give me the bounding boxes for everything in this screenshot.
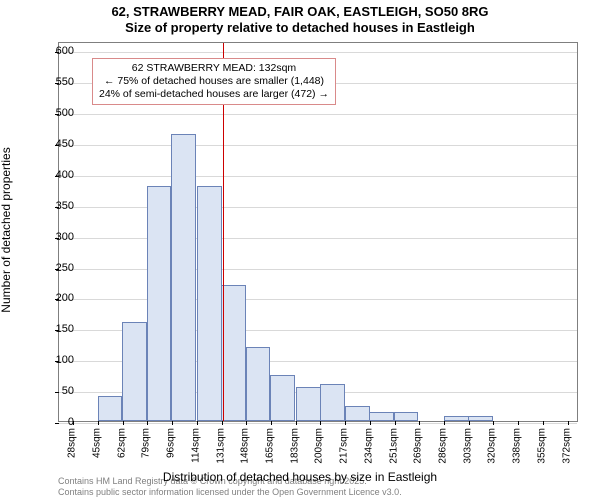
chart-container: 62, STRAWBERRY MEAD, FAIR OAK, EASTLEIGH… [0,0,600,500]
x-tick-label: 320sqm [487,428,498,464]
histogram-bar [270,375,295,421]
gridline [59,207,577,208]
y-tick-label: 150 [44,323,74,335]
x-tick [271,421,272,425]
histogram-bar [296,387,321,421]
y-tick-label: 250 [44,262,74,274]
x-tick-label: 183sqm [289,428,300,464]
histogram-bar [147,186,172,421]
property-callout: 62 STRAWBERRY MEAD: 132sqm← 75% of detac… [92,58,336,105]
y-tick-label: 550 [44,76,74,88]
x-tick-label: 200sqm [314,428,325,464]
histogram-bar [444,416,469,421]
x-tick-label: 114sqm [190,428,201,463]
y-axis-label: Number of detached properties [0,147,13,312]
x-tick-label: 372sqm [561,428,572,464]
x-tick [395,421,396,425]
y-tick-label: 400 [44,169,74,181]
gridline [59,114,577,115]
x-tick [172,421,173,425]
x-tick-label: 28sqm [67,428,78,458]
y-tick-label: 100 [44,354,74,366]
x-tick [370,421,371,425]
x-tick-label: 303sqm [462,428,473,464]
x-tick [543,421,544,425]
x-tick-label: 251sqm [388,428,399,464]
x-tick [296,421,297,425]
histogram-bar [468,416,493,421]
x-tick [518,421,519,425]
gridline [59,299,577,300]
x-tick [222,421,223,425]
y-tick-label: 350 [44,200,74,212]
x-tick [345,421,346,425]
x-tick-label: 79sqm [141,428,152,458]
y-tick-label: 450 [44,138,74,150]
histogram-bar [171,134,196,421]
gridline [59,176,577,177]
x-tick [197,421,198,425]
callout-line3: 24% of semi-detached houses are larger (… [99,88,329,101]
x-tick-label: 96sqm [166,428,177,458]
y-tick-label: 300 [44,231,74,243]
x-tick [98,421,99,425]
histogram-bar [369,412,394,421]
x-tick-label: 338sqm [512,428,523,464]
x-tick-label: 234sqm [363,428,374,464]
x-tick-label: 286sqm [437,428,448,464]
histogram-bar [320,384,345,421]
x-tick-label: 45sqm [92,428,103,458]
x-tick [320,421,321,425]
callout-line1: 62 STRAWBERRY MEAD: 132sqm [99,62,329,75]
x-tick [469,421,470,425]
y-tick-label: 600 [44,45,74,57]
histogram-bar [345,406,370,421]
x-tick-label: 62sqm [116,428,127,458]
y-tick-label: 0 [44,416,74,428]
gridline [59,52,577,53]
callout-line2: ← 75% of detached houses are smaller (1,… [99,75,329,88]
x-tick [246,421,247,425]
histogram-bar [122,322,147,421]
y-tick-label: 50 [44,385,74,397]
x-tick-label: 165sqm [265,428,276,464]
y-tick-label: 200 [44,292,74,304]
histogram-bar [197,186,222,421]
gridline [59,145,577,146]
x-tick [123,421,124,425]
x-tick [444,421,445,425]
histogram-bar [221,285,246,421]
x-tick [568,421,569,425]
x-tick-label: 217sqm [339,428,350,464]
histogram-bar [98,396,123,421]
y-tick-label: 500 [44,107,74,119]
chart-title-line2: Size of property relative to detached ho… [0,20,600,36]
x-axis-label: Distribution of detached houses by size … [0,470,600,484]
histogram-bar [246,347,271,421]
gridline [59,423,577,424]
footer-line2: Contains public sector information licen… [58,487,402,498]
x-tick-label: 131sqm [215,428,226,464]
x-tick-label: 148sqm [240,428,251,464]
x-tick [493,421,494,425]
x-tick [419,421,420,425]
histogram-bar [394,412,419,421]
x-tick [147,421,148,425]
x-tick-label: 269sqm [413,428,424,464]
gridline [59,238,577,239]
chart-title-line1: 62, STRAWBERRY MEAD, FAIR OAK, EASTLEIGH… [0,0,600,20]
x-tick-label: 355sqm [536,428,547,464]
gridline [59,269,577,270]
